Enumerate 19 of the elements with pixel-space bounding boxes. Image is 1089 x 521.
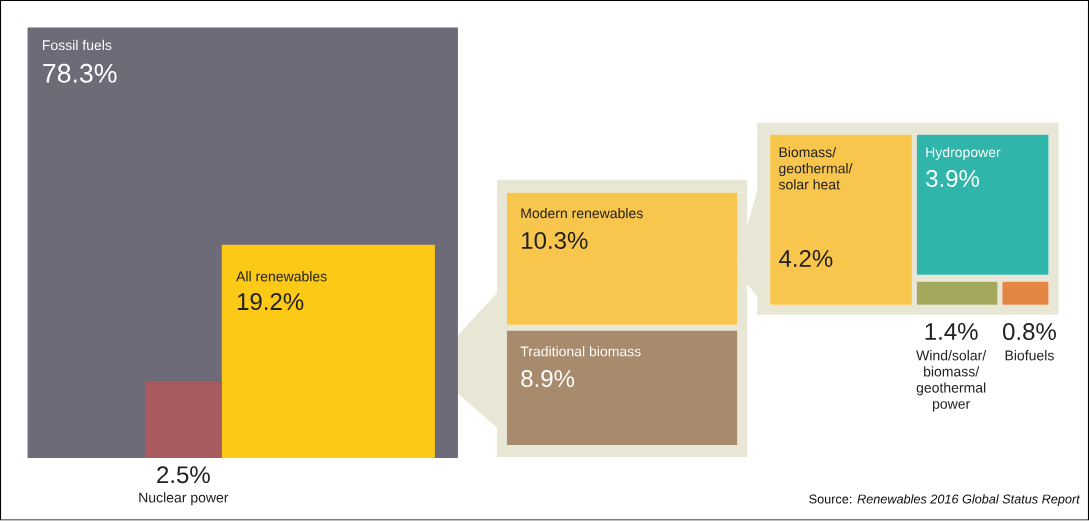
category-label: Hydropower: [926, 147, 1001, 161]
data-label: 2.5%: [157, 466, 210, 484]
category-label: Biomass/ geothermal/ solar heat: [778, 147, 853, 190]
data-label: 0.8%: [1003, 323, 1056, 341]
data-label: 10.3%: [522, 232, 588, 250]
data-label: 1.4%: [925, 323, 978, 341]
data-label: 4.2%: [779, 250, 833, 268]
category-label: Nuclear power: [139, 492, 229, 506]
category-label: Wind/solar/ biomass/ geothermal power: [916, 350, 987, 412]
category-label: Biofuels: [1005, 350, 1054, 361]
category-label: Fossil fuels: [43, 40, 112, 51]
category-label: Traditional biomass: [520, 346, 641, 357]
data-label: 19.2%: [237, 293, 304, 311]
category-label: All renewables: [236, 271, 327, 282]
source-note: Source: Renewables 2016 Global Status Report: [809, 494, 1081, 507]
data-label: 3.9%: [926, 170, 980, 188]
data-label: 78.3%: [43, 64, 117, 83]
category-label: Modern renewables: [521, 208, 643, 219]
data-label: 8.9%: [521, 370, 575, 388]
